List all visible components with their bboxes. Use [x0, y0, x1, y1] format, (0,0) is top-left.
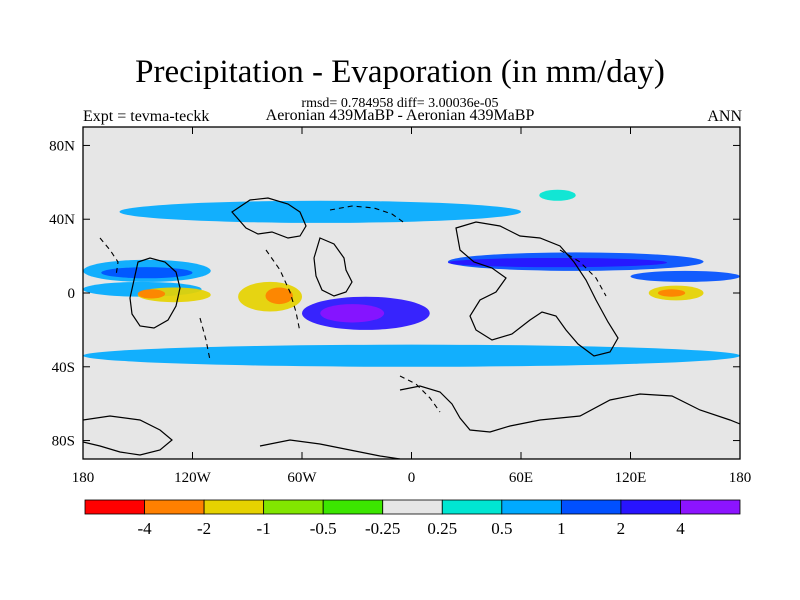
field-region-south-midlat-wet-band — [83, 344, 740, 367]
y-tick-label: 40N — [49, 212, 75, 228]
colorbar-swatch — [382, 499, 443, 515]
coastline-south-landmass — [399, 385, 740, 433]
x-tick-label: 60W — [287, 470, 317, 486]
x-tick-label: 120E — [615, 470, 647, 486]
colorbar-label: 0.5 — [491, 519, 512, 538]
field-region-south-convergence-core — [320, 304, 385, 323]
coastline-south-central — [259, 439, 401, 459]
colorbar-label: -2 — [197, 519, 211, 538]
x-tick-label: 0 — [408, 470, 416, 486]
coastline-north-landmass — [231, 197, 307, 239]
comparison-label: Aeronian 439MaBP - Aeronian 439MaBP — [265, 107, 535, 124]
colorbar-label: -4 — [137, 519, 152, 538]
colorbar-label: 2 — [617, 519, 626, 538]
dashed-boundary-southeast — [399, 375, 441, 413]
colorbar-label: -0.5 — [310, 519, 337, 538]
experiment-label: Expt = tevma-teckk — [83, 108, 210, 125]
y-tick-label: 0 — [68, 286, 76, 302]
colorbar-swatch — [84, 499, 145, 515]
colorbar-swatch — [680, 499, 741, 515]
colorbar-label: 0.25 — [427, 519, 457, 538]
x-tick-label: 120W — [174, 470, 212, 486]
colorbar-swatch — [144, 499, 205, 515]
colorbar-label: -1 — [257, 519, 271, 538]
colorbar-swatch — [203, 499, 265, 515]
colorbar: -4 -2 -1 -0.5 -0.25 0.25 0.5 1 2 4 — [84, 499, 741, 538]
dashed-boundaries — [99, 205, 607, 413]
field-layer — [83, 189, 740, 404]
coastline-central-isthmus — [313, 237, 353, 297]
dashed-boundary-south — [199, 317, 211, 361]
x-tick-label: 180 — [72, 470, 95, 486]
colorbar-label: 4 — [676, 519, 685, 538]
field-region-southern-ocean-wet — [83, 376, 740, 404]
dashed-boundary-northwest — [99, 237, 119, 277]
season-label: ANN — [707, 108, 742, 125]
axis-layer: 180 120W 60W 0 60E 120E 180 80N 40N 0 40S 80S — [49, 127, 751, 486]
colorbar-label: 1 — [557, 519, 566, 538]
field-region-north-midlat-wet-band — [119, 200, 521, 223]
stats-line: rmsd= 0.784958 diff= 3.00036e-05 — [301, 96, 499, 111]
colorbar-label: -0.25 — [365, 519, 400, 538]
colorbar-swatch — [620, 499, 681, 515]
coastline-west-continent — [129, 257, 181, 329]
y-tick-label: 40S — [52, 360, 75, 376]
coastline-layer — [83, 197, 740, 459]
x-tick-label: 60E — [509, 470, 533, 486]
field-region-east-basin-strong-dry — [657, 289, 686, 297]
field-region-arctic-fringe-wet — [539, 189, 576, 201]
colorbar-swatch — [263, 499, 324, 515]
coastline-south-polar — [83, 415, 173, 456]
field-region-tropical-atlantic-strong-dry — [265, 287, 293, 305]
colorbar-swatch — [501, 499, 562, 515]
field-region-pacific-strong-dry — [137, 289, 166, 299]
field-region-equatorial-band-east — [630, 270, 740, 282]
dashed-boundary-northeast — [559, 249, 607, 297]
field-region-north-pacific-inner-band — [101, 267, 193, 279]
colorbar-swatch — [560, 499, 622, 515]
dashed-boundary-central — [265, 249, 301, 333]
colorbar-swatch — [322, 499, 384, 515]
y-tick-label: 80S — [52, 434, 75, 450]
chart-title: Precipitation - Evaporation (in mm/day) — [135, 54, 665, 90]
coastline-east-continent — [455, 221, 619, 357]
y-tick-label: 80N — [49, 138, 75, 154]
x-tick-label: 180 — [729, 470, 752, 486]
field-region-east-basin-itcz — [448, 257, 667, 268]
colorbar-swatch — [441, 499, 503, 515]
